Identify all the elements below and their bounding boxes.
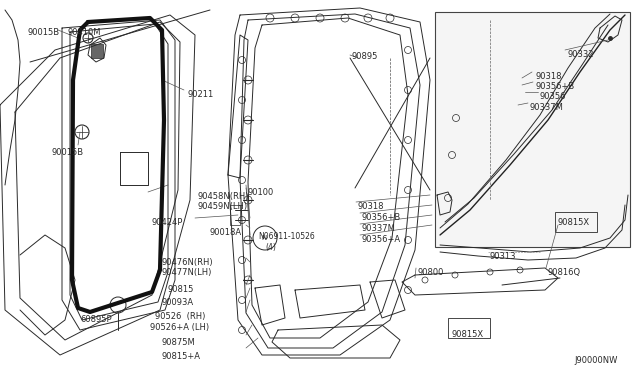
Text: 90318: 90318 <box>358 202 385 211</box>
Text: 90410M: 90410M <box>68 28 102 37</box>
Text: 90015B: 90015B <box>28 28 60 37</box>
Text: 90318: 90318 <box>535 72 561 81</box>
Text: 90356+B: 90356+B <box>362 213 401 222</box>
Text: 90815: 90815 <box>168 285 195 294</box>
Text: 90018A: 90018A <box>210 228 242 237</box>
Text: 90356+B: 90356+B <box>535 82 574 91</box>
Text: 90476N(RH): 90476N(RH) <box>162 258 214 267</box>
Text: (4): (4) <box>265 243 276 252</box>
Text: 90100: 90100 <box>248 188 275 197</box>
Text: 90815X: 90815X <box>558 218 590 227</box>
Text: 90526+A (LH): 90526+A (LH) <box>150 323 209 332</box>
Text: 90815+A: 90815+A <box>162 352 201 361</box>
Text: 90526  (RH): 90526 (RH) <box>155 312 205 321</box>
Text: 90875M: 90875M <box>162 338 196 347</box>
Text: 90313: 90313 <box>490 252 516 261</box>
Text: 90337M: 90337M <box>530 103 564 112</box>
Text: 60895P: 60895P <box>80 315 111 324</box>
Text: 90211: 90211 <box>188 90 214 99</box>
Text: 90337M: 90337M <box>362 224 396 233</box>
Text: 90459N(LH): 90459N(LH) <box>198 202 248 211</box>
Text: N: N <box>261 235 266 241</box>
Text: 90332: 90332 <box>568 50 595 59</box>
Text: 90815X: 90815X <box>452 330 484 339</box>
Text: 90356+A: 90356+A <box>362 235 401 244</box>
Text: 90477N(LH): 90477N(LH) <box>162 268 212 277</box>
Text: 90816Q: 90816Q <box>548 268 581 277</box>
Bar <box>230 205 240 225</box>
Text: 90424P: 90424P <box>152 218 184 227</box>
Text: 90800: 90800 <box>418 268 444 277</box>
Bar <box>555 212 597 232</box>
Text: 90895: 90895 <box>352 52 378 61</box>
Bar <box>448 318 490 338</box>
Text: 90458N(RH): 90458N(RH) <box>198 192 250 201</box>
Text: 90093A: 90093A <box>162 298 194 307</box>
Text: 90356: 90356 <box>540 92 566 101</box>
Text: 90015B: 90015B <box>52 148 84 157</box>
Text: N06911-10526: N06911-10526 <box>258 232 315 241</box>
Text: J90000NW: J90000NW <box>574 356 618 365</box>
Bar <box>435 12 630 247</box>
Bar <box>91 44 103 58</box>
